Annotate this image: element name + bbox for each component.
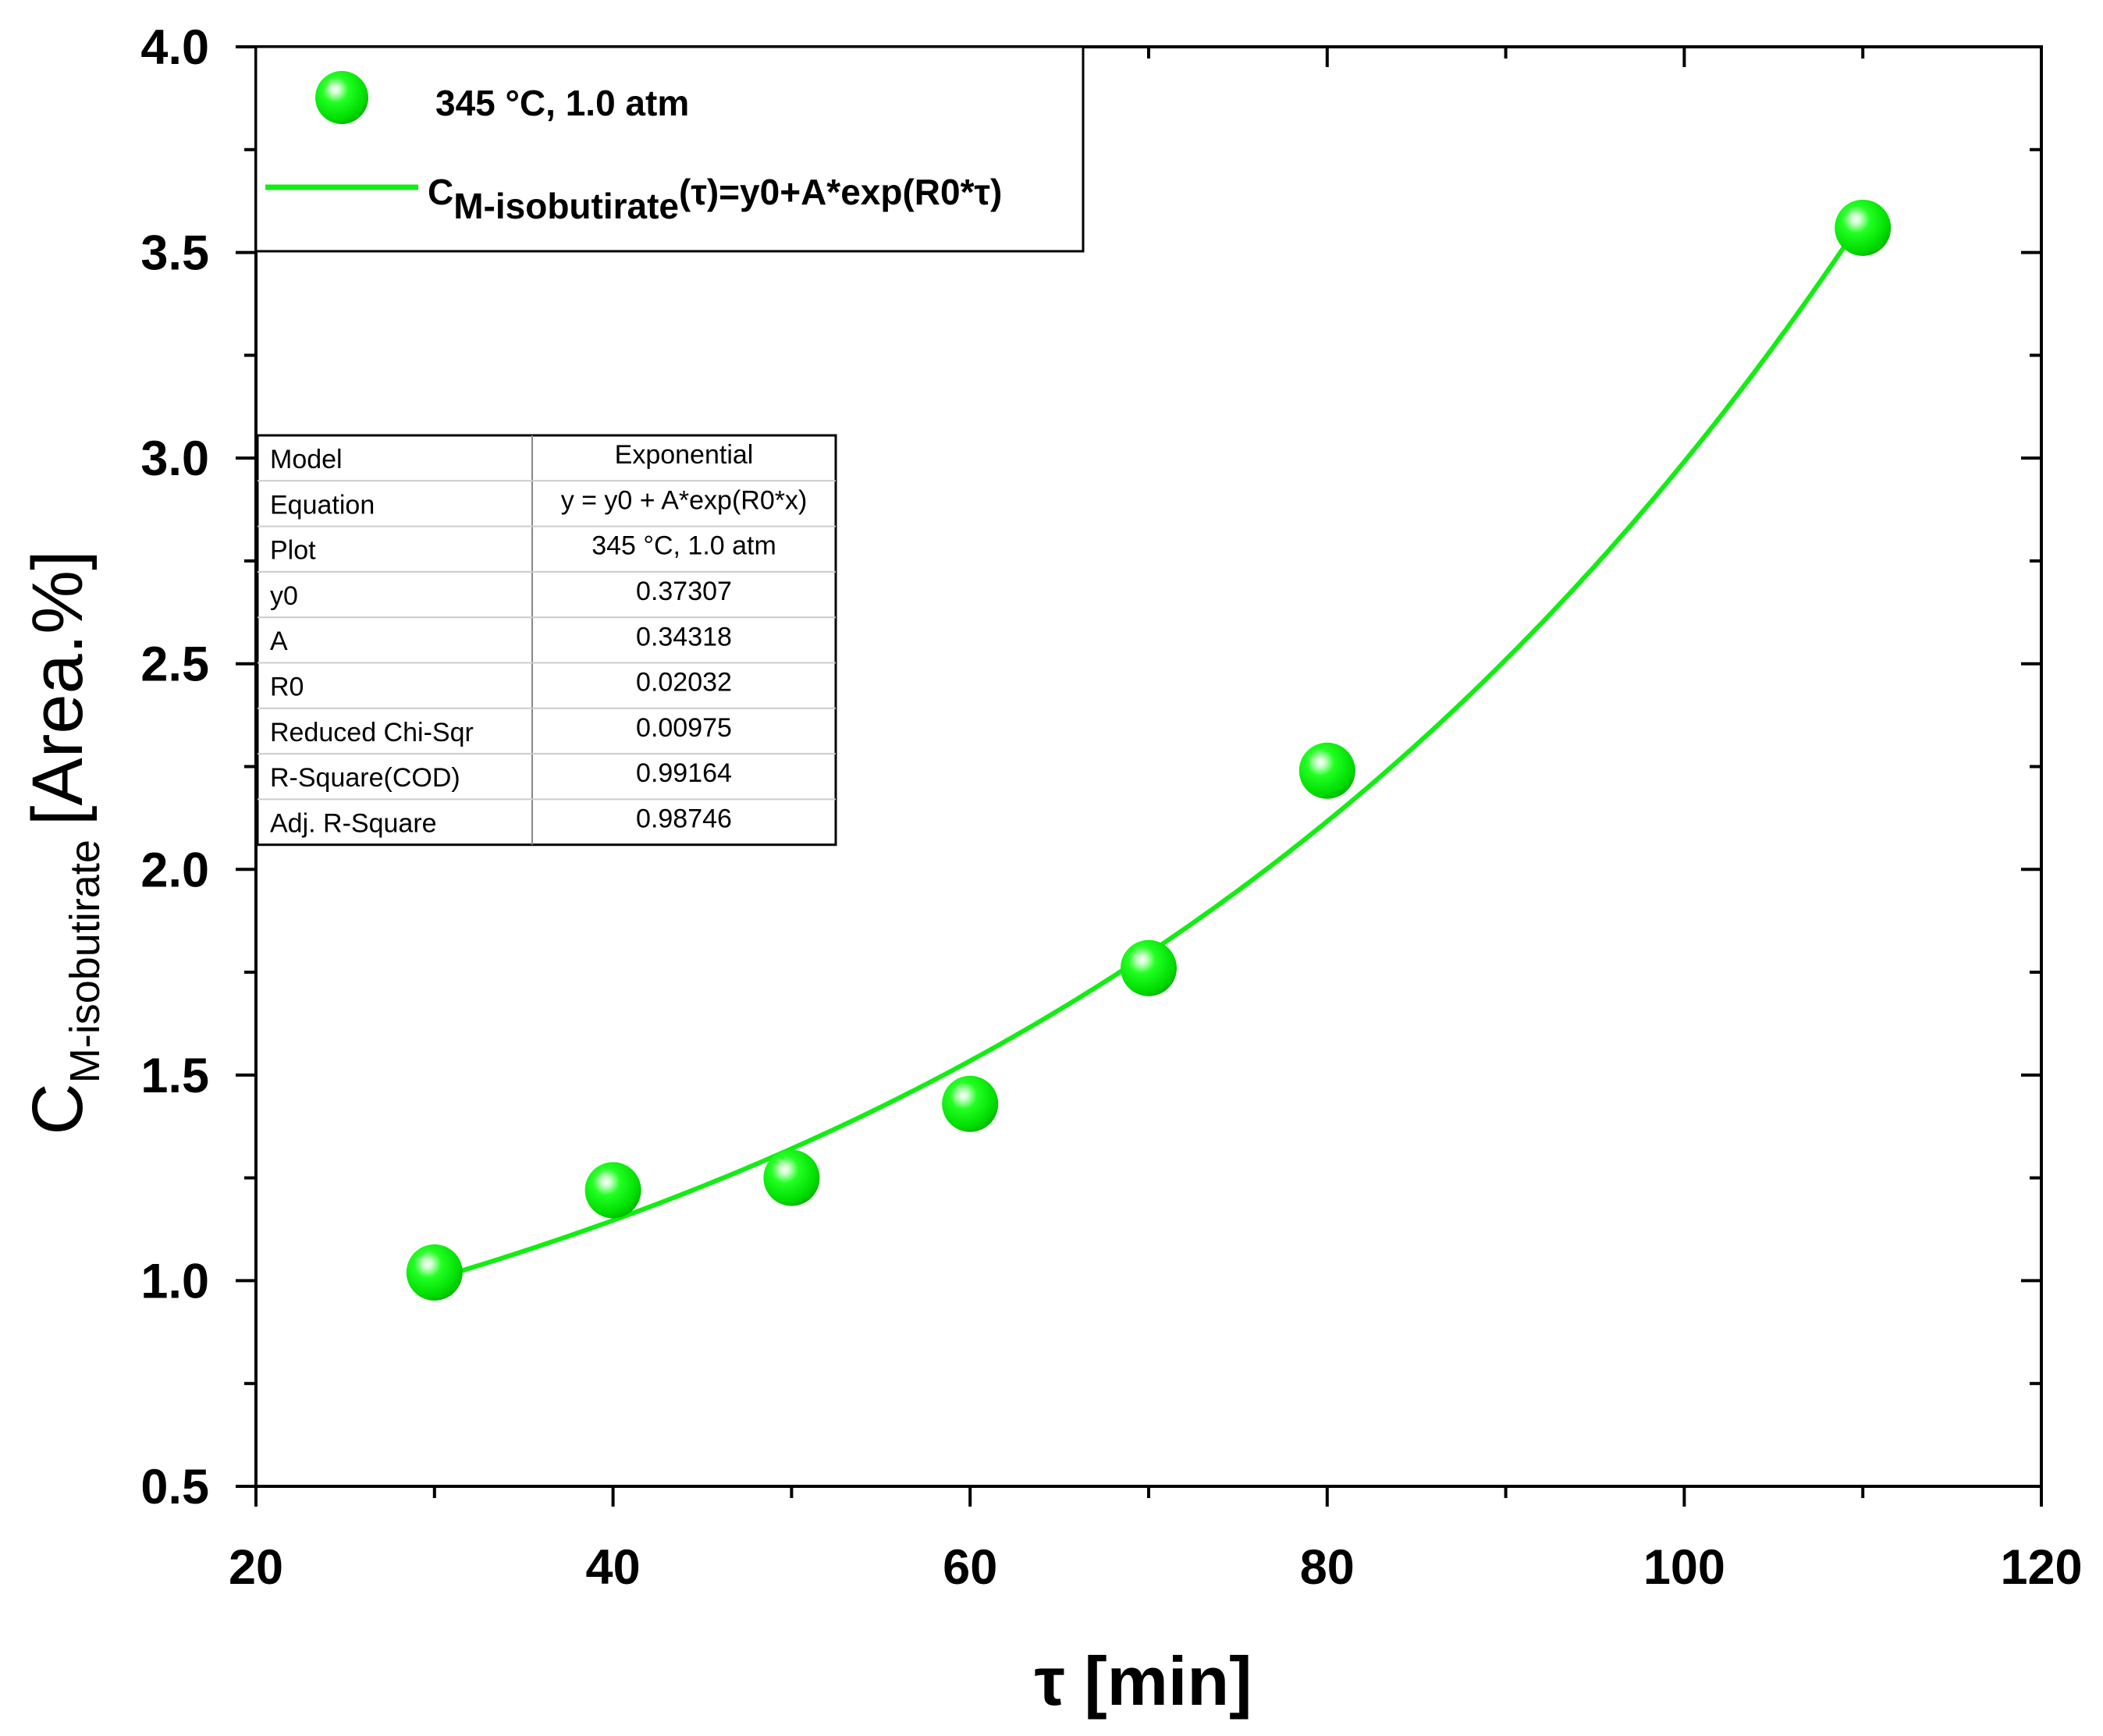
x-tick-label: 80 bbox=[1300, 1540, 1355, 1595]
x-tick-label: 100 bbox=[1643, 1540, 1725, 1595]
x-tick-label: 60 bbox=[943, 1540, 997, 1595]
table-row-value: 345 °C, 1.0 atm bbox=[591, 531, 776, 561]
data-point bbox=[1835, 199, 1892, 256]
y-tick-label: 2.0 bbox=[140, 843, 209, 897]
y-tick-label: 4.0 bbox=[140, 20, 209, 75]
x-tick-label: 40 bbox=[586, 1540, 641, 1595]
legend-fit-prefix: C bbox=[428, 172, 453, 212]
y-tick-label: 1.5 bbox=[140, 1049, 209, 1103]
table-row-value: 0.02032 bbox=[636, 668, 732, 698]
table-row-label: Plot bbox=[270, 536, 316, 566]
table-row-label: R-Square(COD) bbox=[270, 763, 460, 793]
legend-fit-suffix: (τ)=y0+A*exp(R0*τ) bbox=[679, 172, 1002, 212]
y-axis-title-unit: [Area.%] bbox=[18, 550, 98, 825]
y-axis-title-main: C bbox=[18, 1083, 98, 1134]
table-row-value: 0.00975 bbox=[636, 713, 732, 743]
y-tick-label: 1.0 bbox=[140, 1254, 209, 1308]
legend-fit-sub: M-isobutirate bbox=[453, 186, 679, 226]
legend-marker bbox=[315, 71, 368, 124]
y-tick-label: 0.5 bbox=[140, 1460, 209, 1514]
table-row-label: Reduced Chi-Sqr bbox=[270, 718, 474, 747]
legend-label-points: 345 °C, 1.0 atm bbox=[435, 83, 689, 123]
data-point bbox=[584, 1162, 641, 1219]
x-tick-label: 120 bbox=[2000, 1540, 2082, 1595]
data-point bbox=[763, 1149, 820, 1206]
table-row-value: Exponential bbox=[615, 440, 754, 470]
data-point bbox=[406, 1244, 463, 1301]
y-axis-title: CM-isobutirate [Area.%] bbox=[18, 550, 108, 1134]
table-row-value: y = y0 + A*exp(R0*x) bbox=[561, 485, 808, 515]
data-point bbox=[942, 1075, 999, 1132]
data-point bbox=[1121, 939, 1177, 996]
legend: 345 °C, 1.0 atm CM-isobutirate(τ)=y0+A*e… bbox=[254, 45, 1085, 253]
y-tick-label: 2.5 bbox=[140, 637, 209, 692]
legend-box bbox=[254, 45, 1085, 253]
y-axis-title-sub: M-isobutirate bbox=[62, 840, 108, 1083]
y-axis-ticks: 0.5 1.0 1.5 2.0 2.5 3.0 3.5 4.0 bbox=[140, 20, 2041, 1514]
data-points bbox=[406, 199, 1892, 1301]
table-row-value: 0.37307 bbox=[636, 577, 732, 606]
fit-results-table: Model Exponential Equation y = y0 + A*exp(R… bbox=[256, 434, 837, 847]
table-row-label: Adj. R-Square bbox=[270, 808, 437, 838]
data-point bbox=[1298, 742, 1355, 799]
y-tick-label: 3.5 bbox=[140, 226, 209, 281]
table-row-value: 0.98746 bbox=[636, 804, 732, 834]
x-axis-title: τ [min] bbox=[1035, 1642, 1252, 1720]
table-row-label: Model bbox=[270, 445, 343, 474]
x-axis-ticks: 20 40 60 80 100 120 bbox=[229, 47, 2083, 1595]
table-row-value: 0.34318 bbox=[636, 622, 732, 651]
y-tick-label: 3.0 bbox=[140, 431, 209, 486]
table-row-label: A bbox=[270, 627, 288, 656]
x-tick-label: 20 bbox=[229, 1540, 283, 1595]
table-row-label: y0 bbox=[270, 581, 298, 611]
table-row-value: 0.99164 bbox=[636, 758, 732, 788]
table-frame bbox=[256, 434, 837, 847]
legend-label-fit: CM-isobutirate(τ)=y0+A*exp(R0*τ) bbox=[428, 172, 1002, 226]
table-row-label: Equation bbox=[270, 490, 375, 520]
table-row-label: R0 bbox=[270, 672, 304, 701]
